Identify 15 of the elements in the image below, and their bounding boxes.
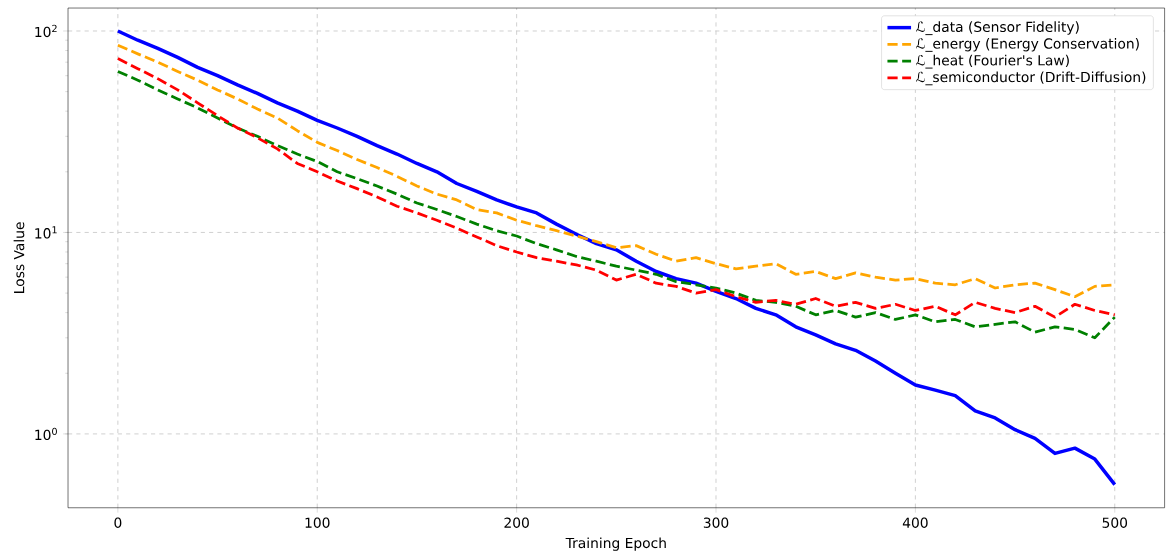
x-axis-title: Training Epoch xyxy=(565,537,666,552)
y-axis-title: Loss Value xyxy=(13,222,25,294)
x-tick-label: 100 xyxy=(305,517,330,529)
legend-label: ℒ_heat (Fourier's Law) xyxy=(916,55,1069,69)
legend-label: ℒ_energy (Energy Conservation) xyxy=(916,38,1139,53)
y-tick-label: 10$^{1}$ xyxy=(35,226,57,239)
x-tick-label: 400 xyxy=(902,517,928,529)
x-tick-label: 300 xyxy=(703,517,729,529)
x-tick-label: 0 xyxy=(114,517,122,529)
x-tick-label: 500 xyxy=(1102,517,1128,529)
y-tick-label: 10$^{2}$ xyxy=(35,25,57,38)
legend-label: ℒ_data (Sensor Fidelity) xyxy=(916,21,1079,36)
legend-label: ℒ_semiconductor (Drift-Diffusion) xyxy=(916,71,1146,86)
x-tick-label: 200 xyxy=(504,517,529,529)
y-tick-label: 10$^{0}$ xyxy=(35,427,57,441)
